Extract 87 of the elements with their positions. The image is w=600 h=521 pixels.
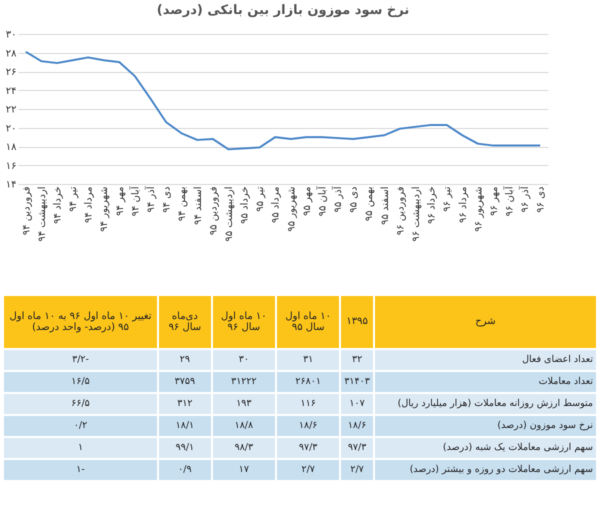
text: ۱۰ ماه اول سال ۹۶ xyxy=(212,296,276,348)
text: ۱۰۷ xyxy=(341,394,373,414)
text: ۲۶۸۰۱ xyxy=(277,372,340,392)
text: ۳۱۲۲۲ xyxy=(212,372,276,392)
text: تعداد اعضای فعال xyxy=(374,350,596,370)
x-tick-label: شهریور ۹۵ xyxy=(286,186,298,232)
y-tick-label: ۱۴ xyxy=(6,180,16,190)
y-tick-label: ۲۸ xyxy=(6,48,18,60)
x-tick-label: اردیبهشت ۹۶ xyxy=(411,186,422,242)
text: ۹۸/۳ xyxy=(212,438,276,458)
x-tick-label: آذر ۹۴ xyxy=(144,185,157,212)
x-tick-label: بهمن ۹۵ xyxy=(364,186,376,222)
x-tick-label: شهریور ۹۴ xyxy=(99,186,110,232)
y-tick-label: ۳۰ xyxy=(6,30,16,40)
text: ۳/۲- xyxy=(4,350,158,370)
line-series xyxy=(24,50,542,150)
text: ۱۱۶ xyxy=(277,394,340,414)
x-tick-label: بهمن ۹۴ xyxy=(177,186,188,222)
x-tick-label: مرداد ۹۴ xyxy=(84,186,95,223)
y-tick-label: ۲۰ xyxy=(6,123,16,134)
text: دی‌ماه سال ۹۶ xyxy=(159,296,211,348)
x-tick-label: تیر ۹۵ xyxy=(255,186,266,212)
chart-title: نرخ سود موزون بازار بین بانکی (درصد) xyxy=(156,3,410,18)
text: ۱- xyxy=(4,460,158,480)
text: سهم ارزشی معاملات دو روزه و بیشتر (درصد) xyxy=(374,460,596,480)
y-tick-label: ۱۶ xyxy=(6,160,16,172)
x-tick-label: خرداد ۹۶ xyxy=(426,186,438,224)
x-tick-label: خرداد ۹۵ xyxy=(240,186,251,224)
text: ۳۰ xyxy=(212,350,276,370)
text: شرح xyxy=(374,296,596,348)
x-tick-label: مهر ۹۵ xyxy=(302,186,313,216)
text: ۳۱۴۰۳ xyxy=(341,372,373,392)
text: سهم ارزشی معاملات یک شبه (درصد) xyxy=(374,438,596,458)
text: ۱۸/۶ xyxy=(341,416,373,436)
text: نرخ سود موزون (درصد) xyxy=(374,416,596,436)
text: ۱۸/۶ xyxy=(277,416,340,436)
x-tick-label: دی ۹۵ xyxy=(348,186,360,213)
x-tick-label: تیر ۹۴ xyxy=(68,186,80,212)
x-tick-label: دی ۹۴ xyxy=(162,186,173,213)
y-tick-label: ۲۶ xyxy=(6,67,16,78)
y-tick-label: ۲۲ xyxy=(6,104,16,116)
text: ۱۹۳ xyxy=(212,394,276,414)
x-tick-label: تیر ۹۶ xyxy=(442,186,454,212)
y-tick-label: ۲۴ xyxy=(6,86,16,97)
x-tick-label: اردیبهشت ۹۵ xyxy=(224,186,235,242)
text: ۲/۷ xyxy=(341,460,373,480)
text: ۱۳۹۵ xyxy=(341,296,373,348)
text: ۲/۷ xyxy=(277,460,340,480)
x-tick-label: اسفند ۹۴ xyxy=(192,186,204,225)
text: ۹۹/۱ xyxy=(159,438,211,458)
text: ۱۸/۸ xyxy=(212,416,276,436)
text: ۳۲ xyxy=(341,350,373,370)
x-tick-label: دی ۹۶ xyxy=(536,186,547,213)
x-tick-label: شهریور ۹۶ xyxy=(473,186,484,232)
x-tick-label: اردیبهشت ۹۴ xyxy=(36,186,48,242)
x-tick-label: فروردین ۹۴ xyxy=(21,186,32,236)
x-tick-label: مهر ۹۶ xyxy=(488,186,500,216)
text: ۹۷/۳ xyxy=(277,438,340,458)
text: تعداد معاملات xyxy=(374,372,596,392)
x-tick-label: خرداد ۹۴ xyxy=(52,186,64,224)
text: ۰/۲ xyxy=(4,416,158,436)
text: ۲۹ xyxy=(159,350,211,370)
x-tick-label: آذر ۹۶ xyxy=(518,185,532,212)
text: ۱ xyxy=(4,438,158,458)
text: تغییر ۱۰ ماه اول ۹۶ به ۱۰ ماه اول ۹۵ (درصد- واحد درصد) xyxy=(4,296,158,348)
text: ۱۸/۱ xyxy=(159,416,211,436)
text: متوسط ارزش روزانه معاملات (هزار میلیارد ریال) xyxy=(374,394,596,414)
text: ۶۶/۵ xyxy=(4,394,158,414)
text: ۱۶/۵ xyxy=(4,372,158,392)
text: ۱۰ ماه اول سال ۹۵ xyxy=(277,296,340,348)
text: ۹۷/۳ xyxy=(341,438,373,458)
x-tick-label: آبان ۹۴ xyxy=(128,185,142,216)
text: ۳۷۵۹ xyxy=(159,372,211,392)
text: ۱۷ xyxy=(212,460,276,480)
y-tick-label: ۱۸ xyxy=(6,142,18,153)
text: ۰/۹ xyxy=(159,460,211,480)
x-tick-label: آبان ۹۶ xyxy=(502,185,516,216)
x-tick-label: آبان ۹۵ xyxy=(315,185,328,216)
text: ۳۱ xyxy=(277,350,340,370)
x-tick-label: فروردین ۹۶ xyxy=(395,186,406,236)
x-tick-label: مرداد ۹۵ xyxy=(270,186,282,223)
x-tick-label: مرداد ۹۶ xyxy=(458,186,469,223)
x-tick-label: آذر ۹۵ xyxy=(331,185,344,212)
x-tick-label: مهر ۹۴ xyxy=(114,186,126,216)
x-tick-label: اسفند ۹۵ xyxy=(380,186,391,225)
x-tick-label: فروردین ۹۵ xyxy=(208,186,220,236)
text: ۳۱۲ xyxy=(159,394,211,414)
